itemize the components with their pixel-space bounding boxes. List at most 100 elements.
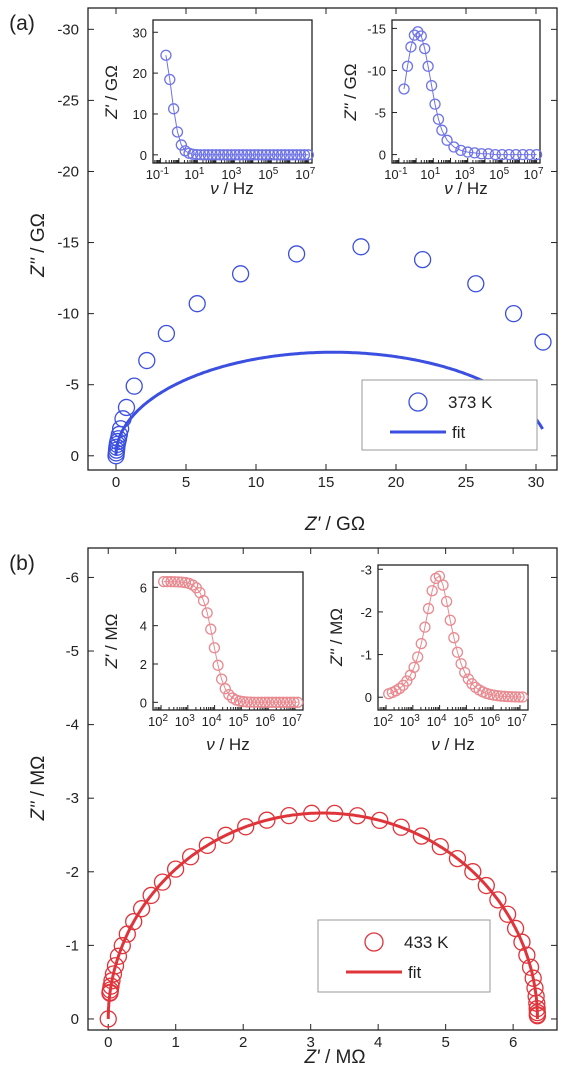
panel-a-data-point	[157, 324, 176, 343]
panel-b-inset-left-point	[252, 696, 264, 708]
panel-b-inset-right-point	[444, 614, 456, 626]
panel-a-inset-right-point	[517, 148, 529, 161]
panel-b-main-ytick-label: -4	[66, 717, 79, 734]
panel-a-inset-right-xlabel-unit: / Hz	[453, 179, 488, 198]
panel-a-main-xtick-label: 25	[458, 474, 475, 491]
panel-a-inset-right-point	[448, 141, 460, 153]
panel-b-data-point	[513, 933, 531, 951]
panel-b-inset-left-point	[270, 696, 282, 708]
panel-a-inset-left-point	[225, 149, 238, 161]
panel-a-data-point	[534, 333, 552, 351]
panel-b-inset-left-ytick-label: 6	[140, 580, 147, 595]
panel-b-inset-left-ytick-label: 0	[140, 695, 147, 710]
panel-b-main-ytick-label: -5	[66, 643, 79, 660]
panel-b-inset-right-xlabel-var: ν	[431, 735, 440, 754]
panel-a-inset-left-point	[260, 149, 272, 161]
panel-a-data-point	[504, 304, 523, 323]
panel-a-inset-right-point	[419, 42, 431, 55]
panel-b-main-xtick-label: 4	[374, 1034, 382, 1051]
panel-a-inset-right-point	[432, 113, 445, 125]
panel-a-data-point	[111, 420, 130, 438]
panel-a-data-point	[287, 245, 306, 263]
panel-a-ylabel-var: Z''	[28, 257, 49, 278]
panel-a-inset-right-point	[475, 148, 488, 160]
panel-b-data-point	[348, 807, 367, 825]
panel-b-data-point	[477, 876, 495, 895]
panel-b-inset-right-xtick-label: 102	[373, 713, 393, 730]
panel-a-inset-left-ytick-label: 20	[133, 66, 147, 81]
panel-b-main-xtick-label: 6	[509, 1034, 517, 1051]
panel-a-inset-right-xtick-label: 10-1	[384, 166, 408, 183]
panel-b-inset-left-point	[215, 673, 228, 685]
panel-b-inset-left-xtick-label: 106	[255, 713, 275, 730]
panel-b-inset-left-xtick-label: 107	[282, 713, 302, 730]
panel-b-data-point	[258, 811, 276, 829]
panel-a-main-ytick-label: -30	[57, 21, 79, 38]
panel-a-inset-right-point	[468, 147, 481, 159]
panel-a-inset-left-ytick-label: 10	[133, 107, 147, 122]
panel-b-inset-left-point	[161, 575, 173, 588]
panel-a-inset-left-xtick-label: 107	[295, 166, 315, 183]
panel-a-data-point	[114, 410, 132, 428]
panel-a-inset-left-point	[233, 149, 245, 161]
panel-a-data-point	[117, 398, 136, 417]
panel-b-inset-left-point	[165, 576, 177, 588]
panel-b-inset-right-point	[506, 691, 518, 703]
panel-b-main-frame	[87, 547, 558, 1031]
panel-b-data-point	[198, 836, 217, 855]
panel-b-data-point	[153, 873, 172, 891]
panel-b-main-ytick-label: -6	[66, 569, 79, 586]
panel-b-inset-left-point	[176, 576, 188, 588]
panel-b-inset-right-point	[422, 602, 435, 615]
panel-b-main-ytick-label: -3	[66, 790, 79, 807]
panel-b-inset-right-point	[412, 651, 424, 663]
panel-b-inset-left-line	[163, 581, 298, 703]
panel-b-legend-box	[317, 919, 491, 993]
panel-a-inset-right-point	[489, 148, 501, 161]
panel-b-inset-left-point	[277, 696, 289, 708]
panel-b-inset-right-point	[516, 691, 529, 703]
panel-b-inset-right-point	[502, 690, 514, 703]
panel-b-inset-right-ytick-label: -1	[360, 648, 372, 663]
panel-a-inset-left-point	[264, 149, 276, 161]
panel-a-inset-right-ylabel: Z'' / GΩ	[341, 64, 360, 122]
panel-a-inset-right-xtick-label: 107	[524, 166, 544, 183]
panel-a-inset-left-point	[191, 148, 203, 161]
panel-b-inset-left-point	[263, 696, 275, 708]
panel-a-inset-left-point	[237, 149, 249, 161]
panel-b-main-ytick-label: -2	[66, 864, 79, 881]
panel-a-inset-right-ytick-label: -5	[374, 106, 386, 121]
panel-a-inset-right-point	[425, 79, 438, 92]
panel-b-inset-left-point	[212, 659, 224, 671]
panel-a-inset-right-point	[503, 148, 515, 161]
panel-a-data-point	[231, 265, 250, 283]
panel-a-inset-left-point	[187, 148, 199, 160]
panel-a-inset-left-point	[206, 149, 218, 161]
panel-a-legend-box	[361, 379, 538, 451]
panel-a-main-ytick-label: -25	[57, 92, 79, 109]
panel-a-inset-left-point	[244, 149, 257, 161]
panel-b-inset-right-point	[448, 632, 460, 644]
panel-b-inset-right-point	[459, 666, 471, 679]
panel-b-main-xtick-label: 2	[239, 1034, 247, 1051]
panel-b-data-point	[104, 965, 123, 983]
panel-b-inset-left-point	[205, 623, 217, 635]
panel-a-inset-left-point	[171, 126, 184, 138]
panel-a-inset-right-xtick-label: 101	[420, 166, 440, 183]
panel-a-data-point	[138, 351, 156, 370]
panel-b-inset-left-xlabel: ν / Hz	[206, 735, 249, 754]
panel-b-inset-left-point	[187, 579, 199, 591]
panel-b-data-point	[303, 804, 321, 822]
panel-a-data-point	[125, 377, 143, 395]
panel-b-label: (b)	[9, 552, 35, 575]
panel-a-inset-right-ytick-label: -10	[367, 63, 386, 78]
panel-b-inset-right-xtick-label: 103	[400, 713, 420, 730]
panel-a-main-xtick-label: 0	[112, 474, 120, 491]
panel-b-inset-left-point	[234, 695, 246, 707]
panel-b-ylabel-unit: / MΩ	[28, 756, 49, 802]
panel-b-inset-right-ylabel-var: Z''	[327, 648, 346, 667]
panel-a-inset-left-point	[248, 149, 261, 161]
panel-b-inset-left-point	[281, 696, 293, 708]
panel-b-legend-fit: fit	[408, 963, 422, 982]
panel-a-inset-left-point	[214, 149, 226, 161]
